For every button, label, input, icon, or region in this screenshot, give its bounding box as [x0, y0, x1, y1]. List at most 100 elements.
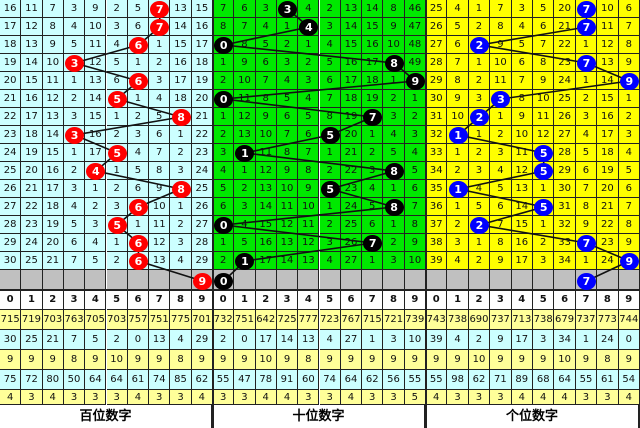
grid-cell: 22: [21, 198, 43, 216]
number-ball: 6: [128, 36, 148, 54]
stat-cell: 74: [319, 370, 341, 390]
stat-cell: 13: [298, 330, 320, 350]
grid-cell: 34: [426, 162, 448, 180]
number-ball: 5: [534, 162, 554, 180]
grid-cell: 6: [533, 18, 555, 36]
grid-cell: 18: [21, 126, 43, 144]
number-ball: 5: [107, 216, 127, 234]
stat-cell: 9: [213, 350, 235, 370]
grid-cell: 8: [618, 216, 640, 234]
stat-cell: 3: [383, 330, 405, 350]
number-ball: 8: [171, 180, 191, 198]
grid-cell: 1: [533, 216, 555, 234]
grid-cell: 1: [276, 18, 299, 36]
grid-cell: 7: [575, 180, 598, 198]
number-ball: 2: [470, 108, 489, 126]
number-ball: 7: [363, 234, 383, 252]
number-ball: 7: [363, 108, 383, 126]
stat-cell: 9: [533, 350, 555, 370]
grid-cell: 1: [468, 234, 491, 252]
grid-cell: 6: [234, 0, 256, 18]
grid-cell: 3: [533, 252, 555, 270]
grid-cell: 3: [63, 180, 86, 198]
number-ball: 5: [107, 144, 127, 162]
stat-cell: 9: [276, 350, 299, 370]
grid-cell: 1: [234, 162, 256, 180]
stat-cell: 13: [149, 330, 171, 350]
grid-cell: 9: [490, 252, 512, 270]
grid-cell: 16: [511, 234, 533, 252]
grid-cell: 11: [85, 36, 107, 54]
grid-cell: 32: [426, 126, 448, 144]
grid-cell: 20: [554, 0, 576, 18]
grid-cell: 6: [618, 0, 640, 18]
column-header: 0: [213, 290, 235, 310]
column-header: 7: [362, 290, 384, 310]
grid-cell: 1: [127, 54, 150, 72]
grid-cell: 4: [447, 0, 469, 18]
grid-cell: 1: [319, 144, 341, 162]
grid-cell: 3: [298, 72, 320, 90]
grid-cell: 1: [362, 126, 384, 144]
grid-cell: 25: [21, 252, 43, 270]
grid-cell: 17: [85, 144, 107, 162]
stat-cell: 9: [234, 350, 256, 370]
grid-cell: 5: [575, 144, 598, 162]
grid-cell: 26: [554, 108, 576, 126]
stat-cell: 738: [533, 310, 555, 330]
grid-cell: 8: [490, 234, 512, 252]
stat-cell: 9: [149, 350, 171, 370]
number-ball: 5: [534, 144, 554, 162]
grid-cell: 13: [511, 180, 533, 198]
stat-cell: 713: [511, 310, 533, 330]
number-ball: 3: [65, 54, 85, 72]
grid-cell: 9: [447, 90, 469, 108]
grid-cell: 2: [447, 162, 469, 180]
stat-cell: 62: [362, 370, 384, 390]
grid-cell: 2: [106, 126, 128, 144]
grid-cell: 7: [490, 0, 512, 18]
grid-cell: 9: [298, 180, 320, 198]
stat-cell: 72: [21, 370, 43, 390]
stat-cell: 3: [106, 390, 128, 405]
stat-cell: 68: [533, 370, 555, 390]
grid-cell: 25: [426, 0, 448, 18]
grid-cell: 7: [618, 18, 640, 36]
grid-cell: 21: [597, 198, 619, 216]
number-ball: 8: [384, 198, 404, 216]
stat-cell: 62: [468, 370, 491, 390]
grid-cell: 2: [276, 36, 299, 54]
grid-cell: 1: [383, 180, 405, 198]
grid-cell: 1: [468, 0, 491, 18]
grid-cell: 15: [21, 72, 43, 90]
grid-cell: 27: [554, 126, 576, 144]
stat-cell: 3: [21, 390, 43, 405]
grid-cell: 3: [127, 126, 150, 144]
grid-cell: 24: [0, 144, 22, 162]
number-ball: 3: [491, 90, 511, 108]
grid-cell: 15: [362, 18, 384, 36]
stat-cell: 690: [468, 310, 491, 330]
grid-cell: 9: [383, 18, 405, 36]
stat-cell: 80: [42, 370, 64, 390]
stat-cell: 9: [42, 350, 64, 370]
grid-cell: 11: [149, 216, 171, 234]
grid-cell: 38: [426, 234, 448, 252]
grid-cell: 18: [597, 144, 619, 162]
grid-cell: 13: [85, 72, 107, 90]
grid-cell: 9: [42, 36, 64, 54]
grid-cell: 3: [149, 72, 171, 90]
grid-cell: 17: [21, 108, 43, 126]
grid-cell: 14: [255, 198, 277, 216]
stat-cell: 56: [383, 370, 405, 390]
grid-cell: 3: [276, 54, 299, 72]
stat-cell: 3: [490, 390, 512, 405]
grid-cell: 28: [554, 144, 576, 162]
stat-cell: 2: [106, 330, 128, 350]
grid-cell: 1: [213, 234, 235, 252]
grid-cell: 17: [597, 126, 619, 144]
number-ball: 6: [128, 72, 148, 90]
column-header: 2: [42, 290, 64, 310]
grid-cell: 4: [170, 252, 192, 270]
grid-cell: 1: [533, 180, 555, 198]
